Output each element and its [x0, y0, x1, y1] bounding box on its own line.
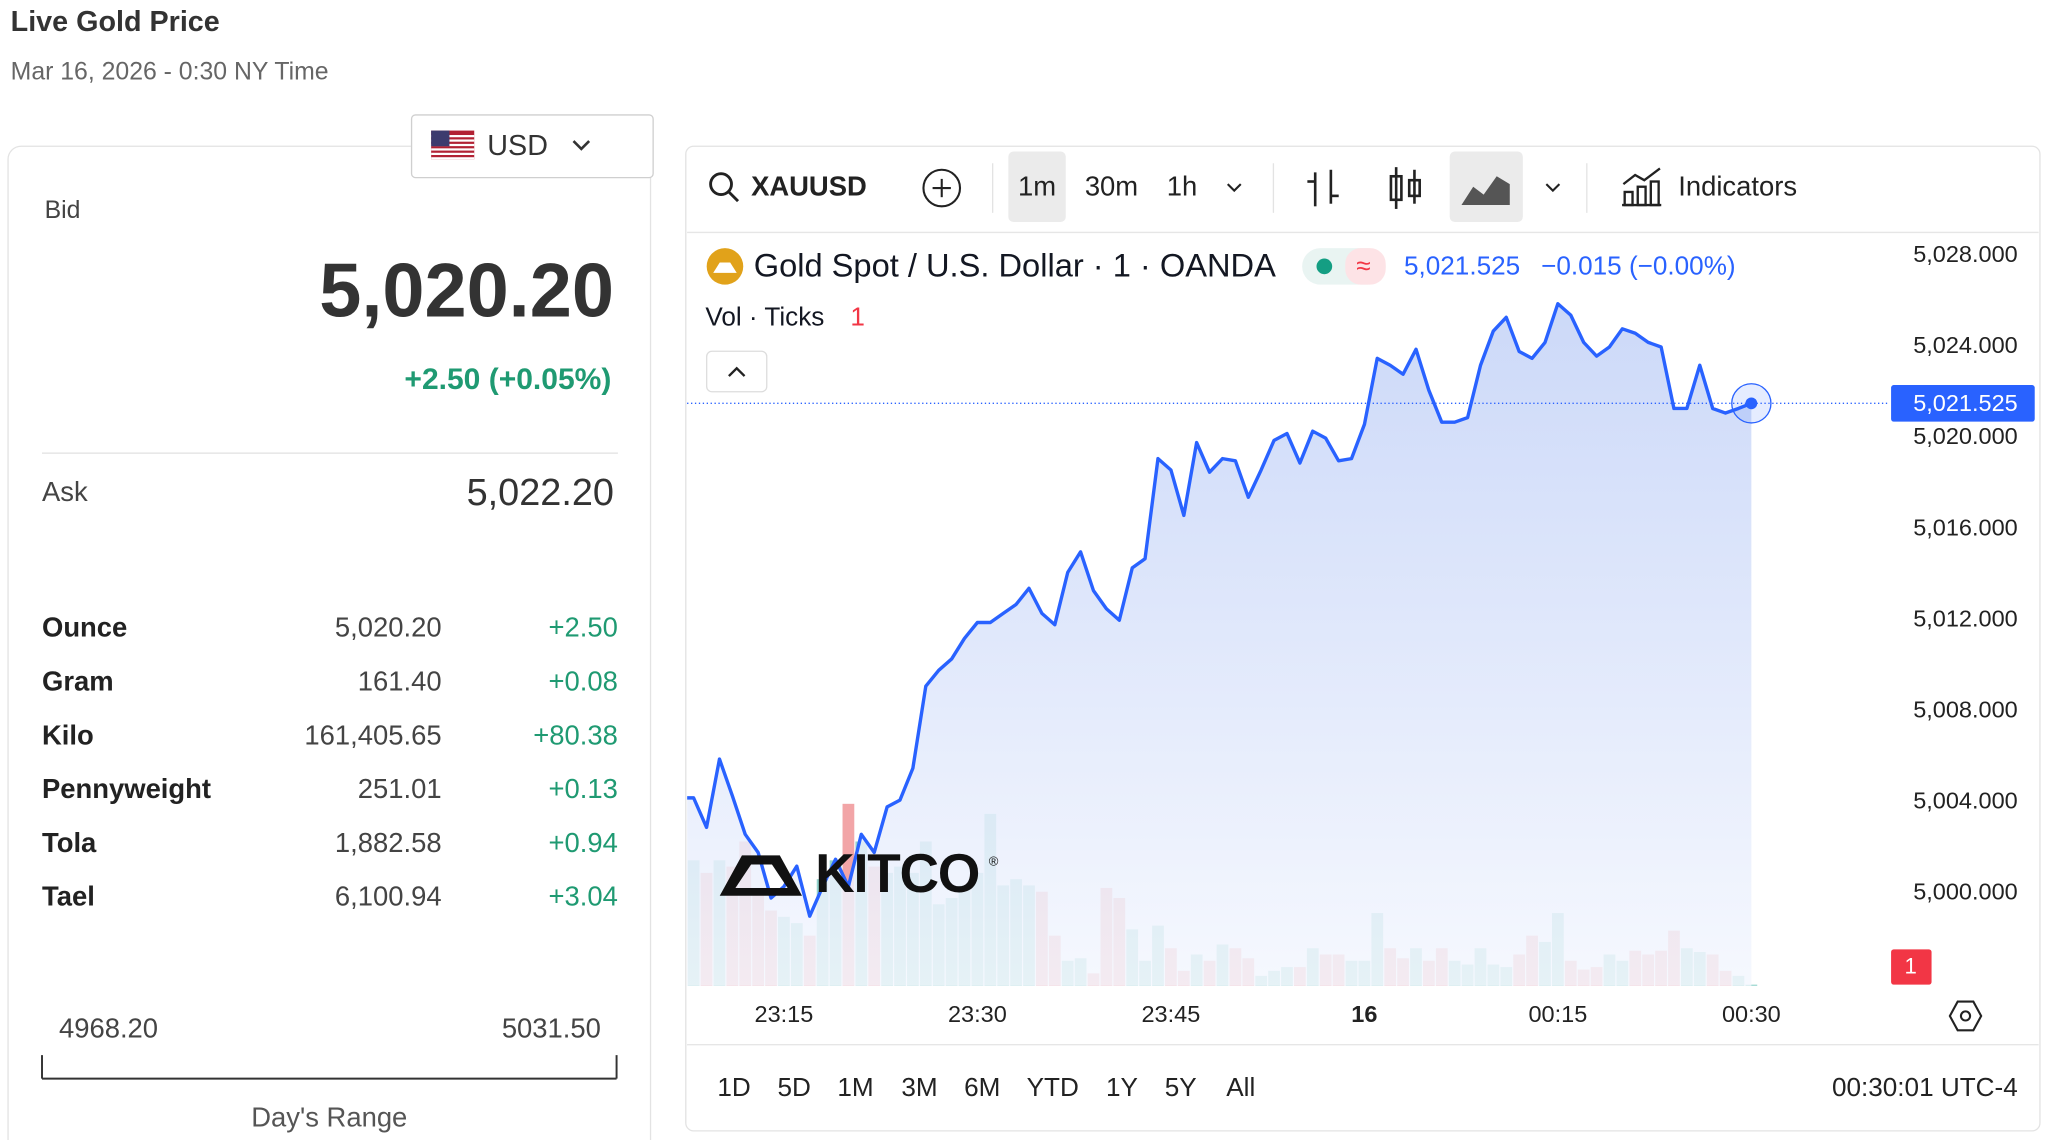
watermark-logo: [719, 855, 803, 896]
ask-price: 5,022.20: [467, 472, 614, 514]
area-icon[interactable]: [1461, 176, 1510, 206]
y-tick-label: 5,012.000: [1913, 605, 2018, 631]
x-tick-label: 00:15: [1528, 1001, 1587, 1027]
chevron[interactable]: [1545, 183, 1561, 193]
timestamp: Mar 16, 2026 - 0:30 NY Time: [11, 59, 329, 86]
range-high: 5031.50: [502, 1013, 601, 1044]
x-tick-label: 23:30: [948, 1001, 1007, 1027]
delay-icon: ≈: [1356, 251, 1370, 281]
range-label: Day's Range: [251, 1101, 407, 1132]
range-button[interactable]: 6M: [964, 1072, 1000, 1102]
legend-title: Gold Spot / U.S. Dollar · 1 · OANDA: [754, 246, 1276, 283]
day-range-bar: [41, 1055, 618, 1080]
price-area: [687, 303, 1752, 986]
chevron: [728, 366, 746, 377]
range-button[interactable]: 1Y: [1106, 1072, 1138, 1102]
unit-price: 161,405.65: [304, 719, 441, 750]
x-tick-label: 23:15: [755, 1001, 814, 1027]
unit-price: 251.01: [358, 773, 442, 804]
ask-label: Ask: [42, 476, 88, 507]
unit-price: 5,020.20: [335, 612, 442, 643]
volume-legend: Vol · Ticks: [705, 302, 824, 332]
bid-change: +2.50 (+0.05%): [404, 363, 611, 396]
last-point: [1745, 397, 1758, 410]
market-open-dot: [1316, 258, 1333, 275]
search-icon[interactable]: [709, 172, 740, 203]
unit-change: +80.38: [533, 719, 618, 750]
unit-change: +2.50: [549, 612, 618, 643]
clock: 00:30:01 UTC-4: [1832, 1072, 2018, 1102]
unit-change: +0.13: [549, 773, 618, 804]
settings-icon[interactable]: [1948, 1000, 1983, 1032]
active-interval-bg: [1008, 151, 1066, 222]
unit-name: Kilo: [42, 719, 94, 750]
legend-last: 5,021.525: [1404, 251, 1520, 281]
unit-price: 1,882.58: [335, 827, 442, 858]
indicators-button[interactable]: Indicators: [1678, 170, 1797, 201]
range-button[interactable]: 3M: [901, 1072, 937, 1102]
status-pill: [1345, 248, 1386, 285]
range-button[interactable]: 5D: [777, 1072, 810, 1102]
chart: 5,000.000 5,004.000 5,008.000 5,012.000 5,01…: [687, 241, 2035, 1027]
price-line: [687, 302, 1752, 918]
collapse-button[interactable]: [706, 350, 768, 393]
range-button[interactable]: 5Y: [1165, 1072, 1197, 1102]
x-tick-label: 00:30: [1722, 1001, 1781, 1027]
indicators-icon[interactable]: [1622, 167, 1662, 207]
y-tick-label: 5,000.000: [1913, 879, 2018, 905]
currency-label[interactable]: USD: [487, 130, 548, 162]
symbol[interactable]: XAUUSD: [751, 170, 867, 201]
y-tick-label: 5,028.000: [1913, 241, 2018, 267]
candles-icon[interactable]: [1389, 167, 1421, 209]
y-tick-label: 5,008.000: [1913, 697, 2018, 723]
x-tick-label: 23:45: [1141, 1001, 1200, 1027]
bars-icon[interactable]: [1307, 169, 1339, 207]
quote-panel: [7, 145, 652, 1140]
page-title: Live Gold Price: [11, 6, 220, 38]
watermark-mark: ®: [989, 853, 999, 868]
active-style-bg: [1449, 151, 1523, 222]
y-tick-label: 5,020.000: [1913, 423, 2018, 449]
unit-name: Tael: [42, 881, 95, 912]
plot-area: [687, 302, 1758, 986]
chevron[interactable]: [1226, 183, 1242, 193]
range-button[interactable]: YTD: [1027, 1072, 1079, 1102]
interval-button[interactable]: 1h: [1167, 170, 1197, 201]
unit-name: Gram: [42, 665, 114, 696]
range-low: 4968.20: [59, 1013, 158, 1044]
watermark: KITCO: [815, 842, 979, 904]
us-flag: [431, 130, 475, 160]
unit-change: +0.94: [549, 827, 618, 858]
chevron: [572, 140, 591, 151]
volume-badge-label: 1: [1904, 953, 1916, 978]
unit-name: Pennyweight: [42, 773, 211, 804]
unit-price: 161.40: [358, 665, 442, 696]
interval-button[interactable]: 30m: [1085, 170, 1138, 201]
range-button[interactable]: All: [1226, 1072, 1255, 1102]
unit-name: Ounce: [42, 612, 127, 643]
price-badge-label: 5,021.525: [1913, 390, 2018, 416]
y-tick-label: 5,024.000: [1913, 332, 2018, 358]
range-button[interactable]: 1M: [837, 1072, 873, 1102]
price-badge: [1891, 385, 2035, 422]
unit-name: Tola: [42, 827, 97, 858]
bid-label: Bid: [45, 197, 81, 224]
y-tick-label: 5,004.000: [1913, 788, 2018, 814]
symbol-icon-glyph: [713, 262, 737, 273]
volume-legend-value: 1: [850, 302, 865, 332]
bid-price: 5,020.20: [319, 248, 614, 333]
interval-button[interactable]: 1m: [1018, 170, 1056, 201]
y-tick-label: 5,016.000: [1913, 514, 2018, 540]
legend-change: −0.015 (−0.00%): [1541, 251, 1736, 281]
volume-badge: [1891, 949, 1932, 985]
range-button[interactable]: 1D: [717, 1072, 750, 1102]
unit-change: +3.04: [549, 881, 618, 912]
unit-price: 6,100.94: [335, 881, 442, 912]
add-symbol[interactable]: [922, 168, 962, 208]
unit-change: +0.08: [549, 665, 618, 696]
x-tick-label: 16: [1351, 1001, 1377, 1027]
